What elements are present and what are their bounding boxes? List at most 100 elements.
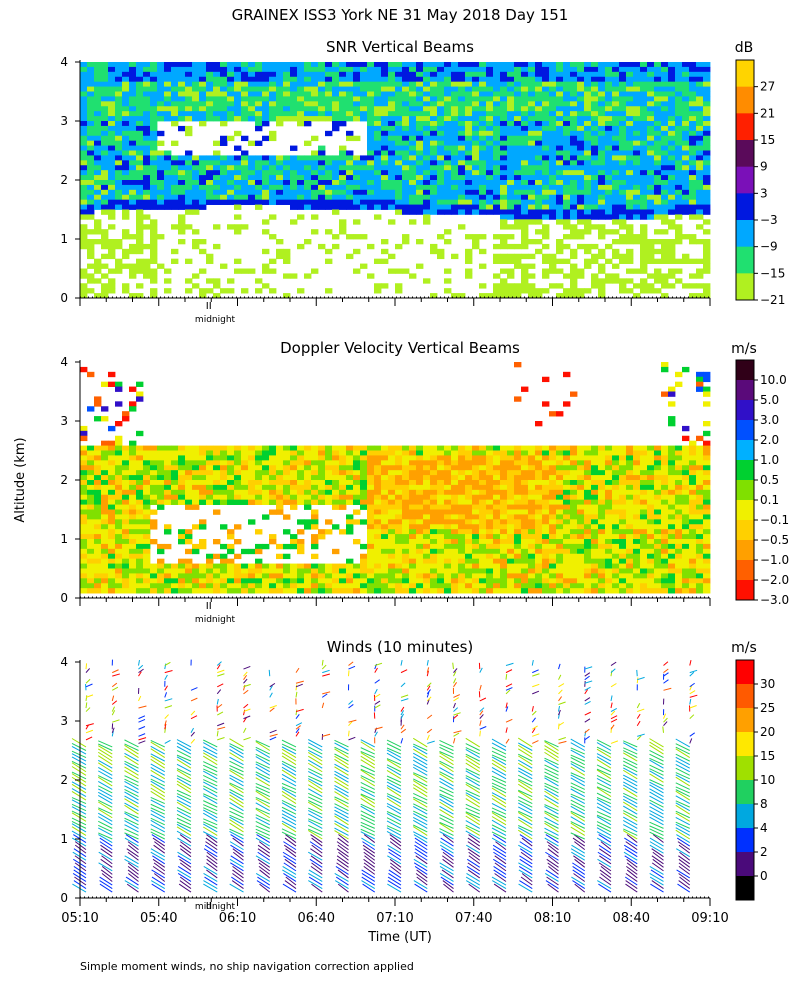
- doppler-cell: [416, 529, 423, 534]
- snr-cell: [612, 77, 619, 82]
- snr-cell: [360, 116, 367, 121]
- snr-cell: [549, 82, 556, 87]
- doppler-cell: [101, 549, 108, 554]
- snr-cell: [283, 170, 290, 175]
- snr-cell: [507, 151, 514, 156]
- snr-cell: [668, 106, 675, 111]
- doppler-cell: [136, 524, 143, 529]
- doppler-cell: [346, 559, 353, 564]
- doppler-cell: [437, 514, 444, 519]
- snr-cell: [290, 82, 297, 87]
- snr-cell: [486, 141, 493, 146]
- snr-cell: [507, 190, 514, 195]
- snr-cell: [262, 283, 269, 288]
- snr-cell: [703, 116, 710, 121]
- doppler-cell: [129, 460, 136, 465]
- snr-cell: [479, 146, 486, 151]
- snr-cell: [262, 170, 269, 175]
- doppler-cell: [255, 529, 262, 534]
- doppler-cell: [164, 480, 171, 485]
- snr-cell: [360, 185, 367, 190]
- snr-cell: [682, 87, 689, 92]
- doppler-cell: [206, 465, 213, 470]
- snr-cell: [108, 170, 115, 175]
- snr-cell: [101, 200, 108, 205]
- snr-cell: [521, 239, 528, 244]
- snr-cell: [185, 126, 192, 131]
- doppler-cell: [290, 583, 297, 588]
- snr-cell: [465, 146, 472, 151]
- doppler-cell: [248, 573, 255, 578]
- snr-cell: [528, 288, 535, 293]
- snr-cell: [612, 136, 619, 141]
- snr-cell: [465, 72, 472, 77]
- snr-cell: [542, 165, 549, 170]
- doppler-cell: [248, 569, 255, 574]
- doppler-cell: [549, 446, 556, 451]
- doppler-cell: [353, 539, 360, 544]
- snr-cell: [409, 87, 416, 92]
- doppler-cell: [122, 529, 129, 534]
- snr-cell: [507, 67, 514, 72]
- snr-cell: [367, 190, 374, 195]
- doppler-cell: [360, 446, 367, 451]
- snr-cell: [598, 96, 605, 101]
- snr-cell: [367, 96, 374, 101]
- snr-cell: [171, 165, 178, 170]
- snr-cell: [521, 136, 528, 141]
- snr-cell: [360, 165, 367, 170]
- doppler-cell: [514, 451, 521, 456]
- doppler-cell: [185, 583, 192, 588]
- doppler-cell: [402, 505, 409, 510]
- snr-cell: [465, 165, 472, 170]
- snr-cell: [416, 200, 423, 205]
- snr-cell: [696, 121, 703, 126]
- snr-cell: [381, 205, 388, 210]
- snr-cell: [283, 185, 290, 190]
- doppler-cell: [206, 446, 213, 451]
- snr-cell: [633, 234, 640, 239]
- doppler-cell: [262, 495, 269, 500]
- snr-cell: [87, 165, 94, 170]
- snr-cell: [367, 170, 374, 175]
- doppler-cell: [108, 490, 115, 495]
- doppler-cell: [409, 524, 416, 529]
- snr-cell: [584, 151, 591, 156]
- snr-cell: [297, 116, 304, 121]
- snr-cell: [255, 77, 262, 82]
- snr-cell: [542, 82, 549, 87]
- snr-cell: [619, 67, 626, 72]
- doppler-cell: [507, 588, 514, 593]
- midnight-label-1: midnight: [195, 315, 236, 325]
- snr-cell: [255, 190, 262, 195]
- doppler-cell: [220, 583, 227, 588]
- snr-cell: [178, 190, 185, 195]
- snr-cell: [500, 121, 507, 126]
- doppler-cell: [318, 569, 325, 574]
- snr-cell: [689, 116, 696, 121]
- colorbar-label: −21: [760, 293, 785, 307]
- doppler-cell: [115, 514, 122, 519]
- snr-cell: [465, 116, 472, 121]
- snr-cell: [661, 116, 668, 121]
- snr-cell: [402, 111, 409, 116]
- snr-cell: [451, 121, 458, 126]
- doppler-cell: [227, 485, 234, 490]
- snr-cell: [367, 72, 374, 77]
- snr-cell: [234, 92, 241, 97]
- snr-cell: [325, 72, 332, 77]
- snr-cell: [472, 239, 479, 244]
- snr-cell: [115, 146, 122, 151]
- doppler-cell: [178, 588, 185, 593]
- snr-cell: [577, 234, 584, 239]
- snr-cell: [101, 121, 108, 126]
- doppler-cell: [521, 573, 528, 578]
- doppler-cell: [136, 490, 143, 495]
- snr-cell: [150, 185, 157, 190]
- snr-cell: [276, 155, 283, 160]
- snr-cell: [500, 170, 507, 175]
- doppler-cell: [479, 446, 486, 451]
- doppler-cell: [143, 455, 150, 460]
- snr-cell: [87, 116, 94, 121]
